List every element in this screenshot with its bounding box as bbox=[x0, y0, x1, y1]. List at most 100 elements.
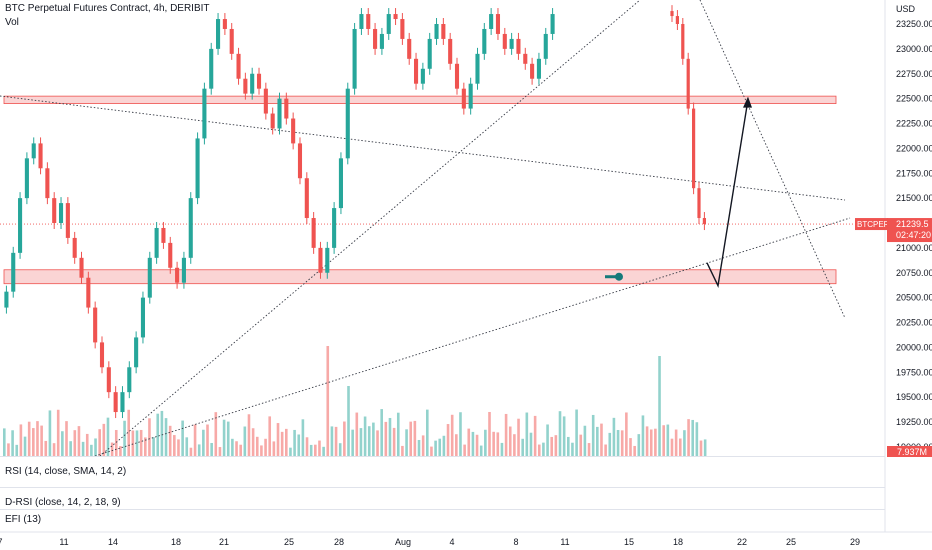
volume-bar bbox=[455, 434, 458, 456]
volume-bar bbox=[670, 438, 674, 456]
time-tick-label: 22 bbox=[737, 537, 747, 547]
price-badge-text: 21239.5 bbox=[896, 219, 929, 229]
volume-bar bbox=[579, 434, 583, 456]
volume-bar bbox=[384, 421, 388, 456]
volume-bar bbox=[85, 433, 89, 456]
candle bbox=[4, 291, 9, 308]
drsi-pane[interactable]: D-RSI (close, 14, 2, 18, 9) bbox=[0, 487, 885, 519]
key-icon[interactable] bbox=[615, 272, 623, 281]
volume-bar bbox=[160, 410, 164, 456]
volume-bar bbox=[127, 409, 131, 456]
volume-bar bbox=[392, 427, 396, 456]
candle bbox=[393, 14, 398, 20]
volume-bar bbox=[334, 426, 338, 456]
volume-bar bbox=[591, 414, 595, 456]
trend-lines bbox=[0, 0, 885, 457]
volume-bar bbox=[40, 425, 43, 456]
volume-bar bbox=[550, 436, 554, 456]
volume-bar bbox=[19, 424, 23, 456]
volume-bar bbox=[620, 430, 624, 456]
candle bbox=[468, 83, 473, 109]
volume-bar bbox=[633, 445, 636, 456]
sr-zones bbox=[3, 95, 837, 285]
volume-bar bbox=[504, 413, 508, 456]
candle bbox=[65, 203, 70, 238]
candle bbox=[127, 367, 132, 393]
time-tick-label: 25 bbox=[786, 537, 796, 547]
volume-bar bbox=[479, 445, 483, 456]
candle bbox=[209, 48, 214, 89]
volume-bar bbox=[197, 444, 201, 456]
volume-bar bbox=[587, 443, 591, 456]
volume-bar bbox=[164, 418, 168, 456]
price-tick-label: 22250.00 bbox=[896, 119, 932, 129]
volume-bar bbox=[152, 437, 155, 456]
volume-bar bbox=[11, 430, 14, 456]
candle bbox=[147, 257, 152, 298]
candle bbox=[675, 16, 679, 24]
drsi-label[interactable]: D-RSI (close, 14, 2, 18, 9) bbox=[5, 497, 121, 508]
efi-pane[interactable]: EFI (13) bbox=[0, 509, 885, 532]
time-tick-label: 18 bbox=[673, 537, 683, 547]
volume-bar bbox=[239, 444, 242, 456]
candle bbox=[359, 14, 364, 29]
symbol-badge bbox=[855, 218, 888, 231]
price-badge bbox=[887, 218, 932, 243]
price-tick-label: 21000.00 bbox=[896, 243, 932, 253]
volume-bar bbox=[575, 409, 578, 456]
candle bbox=[263, 88, 268, 114]
volume-bar bbox=[305, 437, 309, 456]
volume-label[interactable]: Vol bbox=[5, 17, 19, 28]
volume-bar bbox=[61, 431, 64, 456]
efi-label[interactable]: EFI (13) bbox=[5, 514, 42, 525]
volume-bar bbox=[119, 446, 122, 456]
candle bbox=[697, 188, 701, 219]
candle bbox=[18, 198, 23, 253]
volume-bar bbox=[276, 423, 280, 456]
rsi-pane[interactable]: RSI (14, close, SMA, 14, 2) bbox=[0, 456, 885, 488]
volume-bar bbox=[52, 443, 56, 456]
volume-bar bbox=[351, 429, 354, 456]
volume-bar bbox=[695, 422, 699, 456]
drawings[interactable] bbox=[605, 96, 752, 288]
sr-zone bbox=[3, 95, 837, 104]
candle bbox=[686, 58, 690, 109]
volume-bar bbox=[181, 420, 184, 456]
price-tick-label: 20500.00 bbox=[896, 293, 932, 303]
volume-bar bbox=[666, 424, 670, 456]
volume-badge bbox=[887, 446, 932, 457]
candle bbox=[332, 208, 337, 248]
volume-bar bbox=[114, 429, 118, 456]
projection-arrow[interactable] bbox=[706, 99, 749, 288]
candle bbox=[543, 33, 548, 59]
price-badges: BTCPERP 21239.502:47:20 7.937M bbox=[855, 218, 932, 457]
candle bbox=[681, 24, 685, 59]
candle bbox=[291, 118, 296, 144]
volume-bar bbox=[525, 412, 529, 456]
volume-bar bbox=[44, 440, 48, 456]
candle bbox=[284, 98, 289, 119]
volume-bar bbox=[434, 440, 437, 456]
trend-line bbox=[99, 0, 641, 457]
volume-bar bbox=[94, 438, 97, 456]
candle bbox=[99, 342, 105, 368]
symbol-title[interactable]: BTC Perpetual Futures Contract, 4h, DERI… bbox=[5, 3, 210, 14]
volume-bar bbox=[691, 419, 695, 456]
volume-bar bbox=[612, 417, 616, 456]
volume-bar bbox=[421, 435, 425, 456]
chart-legend[interactable]: BTC Perpetual Futures Contract, 4h, DERI… bbox=[5, 2, 210, 30]
volume-bar bbox=[699, 440, 703, 456]
volume-bar bbox=[326, 346, 330, 456]
candle bbox=[58, 203, 64, 223]
volume-bar bbox=[616, 430, 620, 456]
volume-bar bbox=[264, 438, 267, 456]
rsi-label[interactable]: RSI (14, close, SMA, 14, 2) bbox=[5, 466, 127, 477]
price-tick-label: 23000.00 bbox=[896, 44, 932, 54]
volume-bar bbox=[106, 417, 110, 456]
volume-bar bbox=[3, 428, 6, 456]
price-tick-label: 20250.00 bbox=[896, 318, 932, 328]
candle bbox=[366, 14, 371, 29]
volume-bar bbox=[492, 431, 495, 456]
volume-bar bbox=[90, 444, 93, 456]
